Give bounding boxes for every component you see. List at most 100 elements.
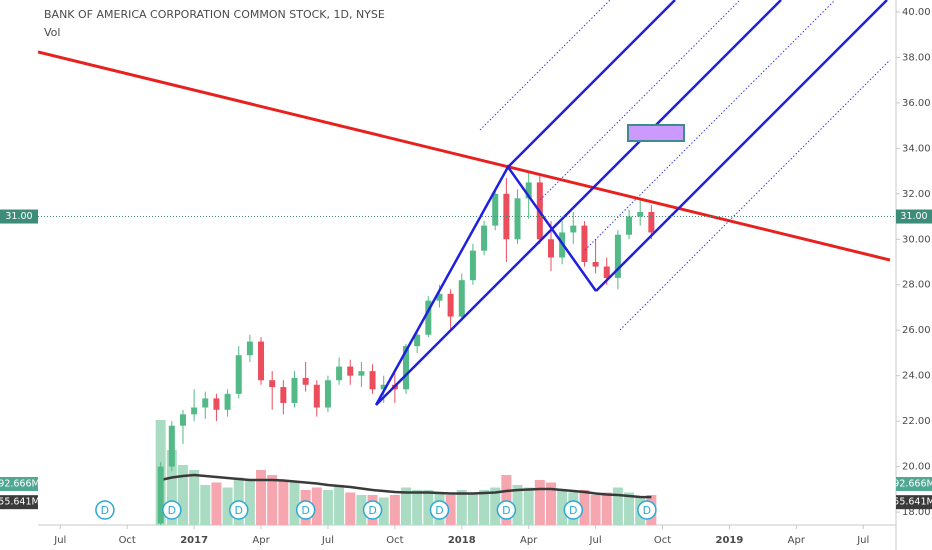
candle-body <box>258 341 265 381</box>
y-tick-label: 36.00 <box>902 98 931 109</box>
y-tick-label: 26.00 <box>902 325 931 336</box>
x-tick-label: Apr <box>252 535 270 546</box>
volume-bar <box>256 470 267 525</box>
candle-body <box>358 371 365 376</box>
volume-bar <box>267 475 278 525</box>
volume-label-box <box>0 477 38 491</box>
volume-bar <box>523 487 534 525</box>
candle-body <box>246 341 253 356</box>
plot <box>155 171 657 525</box>
candle-body <box>626 216 633 235</box>
x-tick-label: Jul <box>53 535 66 546</box>
pitchfork-level <box>479 0 611 131</box>
dividend-marker <box>162 500 182 520</box>
y-tick-label: 30.00 <box>902 234 931 245</box>
dividend-label: D <box>301 504 309 517</box>
volume-bar <box>467 492 478 525</box>
pitchfork-level <box>619 59 891 331</box>
y-tick-label: 28.00 <box>902 280 931 291</box>
dividend-label: D <box>502 504 510 517</box>
dividend-label: D <box>368 504 376 517</box>
dividend-marker <box>429 500 450 520</box>
price-label-box <box>0 209 38 224</box>
dividend-marker <box>637 500 657 520</box>
candle-body <box>592 262 599 267</box>
dividend-label: D <box>234 504 242 517</box>
candle-body <box>581 225 588 262</box>
candle-body <box>614 234 621 278</box>
volume-bar <box>545 482 556 525</box>
volume-bar <box>412 490 423 525</box>
candle-body <box>168 425 175 467</box>
dividend-label: D <box>101 504 109 517</box>
volume-bar <box>378 497 389 525</box>
volume-bar <box>311 487 322 525</box>
candle-body <box>514 198 521 240</box>
candle-body <box>570 225 577 233</box>
y-tick-label: 24.00 <box>902 371 931 382</box>
volume-bar <box>322 490 333 525</box>
volume-bar <box>456 490 467 525</box>
candle-body <box>302 377 309 385</box>
y-tick-label: 22.00 <box>902 416 931 427</box>
volume-bar <box>557 490 568 525</box>
pitchfork-lower <box>595 0 888 292</box>
dividend-marker <box>295 500 316 520</box>
volume-label: 92.666M <box>0 479 40 490</box>
volume-bar <box>479 490 490 525</box>
candle-body <box>414 334 421 347</box>
y-tick-label: 32.00 <box>902 189 931 200</box>
candle-body <box>179 414 186 426</box>
volume-bar <box>356 495 367 525</box>
x-tick-label: 2017 <box>180 535 208 546</box>
chart-title: BANK OF AMERICA CORPORATION COMMON STOCK… <box>44 8 385 21</box>
trend-line <box>38 50 891 262</box>
dividend-label: D <box>168 504 176 517</box>
volume-bar <box>278 480 289 525</box>
y-tick-label: 40.00 <box>902 7 931 18</box>
candle-body <box>213 398 220 410</box>
chart-subtitle: Vol <box>44 26 60 39</box>
volume-ma-label-box <box>0 495 38 510</box>
volume-bar <box>289 482 300 525</box>
volume-bar <box>579 490 590 525</box>
candle-body <box>380 384 387 390</box>
x-tick-label: Apr <box>788 535 806 546</box>
candle-body <box>469 250 476 281</box>
dividend-label: D <box>435 504 443 517</box>
candle-body <box>403 346 410 390</box>
candle-body <box>291 377 298 403</box>
candle-body <box>458 280 465 317</box>
candle-body <box>336 366 343 381</box>
candle-body <box>637 211 644 217</box>
dividend-marker <box>228 500 249 520</box>
volume-bar <box>177 465 188 525</box>
volume-bar <box>211 482 222 525</box>
volume-bar <box>490 487 501 525</box>
y-tick-label: 38.00 <box>902 52 931 63</box>
volume-label-box <box>896 477 932 491</box>
volume-bar <box>244 480 255 525</box>
dividend-marker <box>95 500 115 520</box>
candle-body <box>425 300 432 335</box>
pitchfork-level <box>584 0 836 251</box>
candle-body <box>447 293 454 317</box>
candle-body <box>313 384 320 408</box>
volume-bar <box>200 485 211 525</box>
volume-bar <box>401 487 412 525</box>
price-label: 31.00 <box>900 211 927 222</box>
volume-bar <box>389 495 400 525</box>
price-label: 31.00 <box>5 211 32 222</box>
dividend-label: D <box>569 504 577 517</box>
candle-body <box>492 193 499 226</box>
candle-body <box>269 380 276 388</box>
highlight-box <box>627 124 685 142</box>
volume-bar <box>189 470 200 525</box>
candle-body <box>603 266 610 278</box>
candle-body <box>235 355 242 394</box>
volume-bar <box>590 495 601 525</box>
candle-body <box>369 371 376 390</box>
x-tick-label: Apr <box>520 535 538 546</box>
